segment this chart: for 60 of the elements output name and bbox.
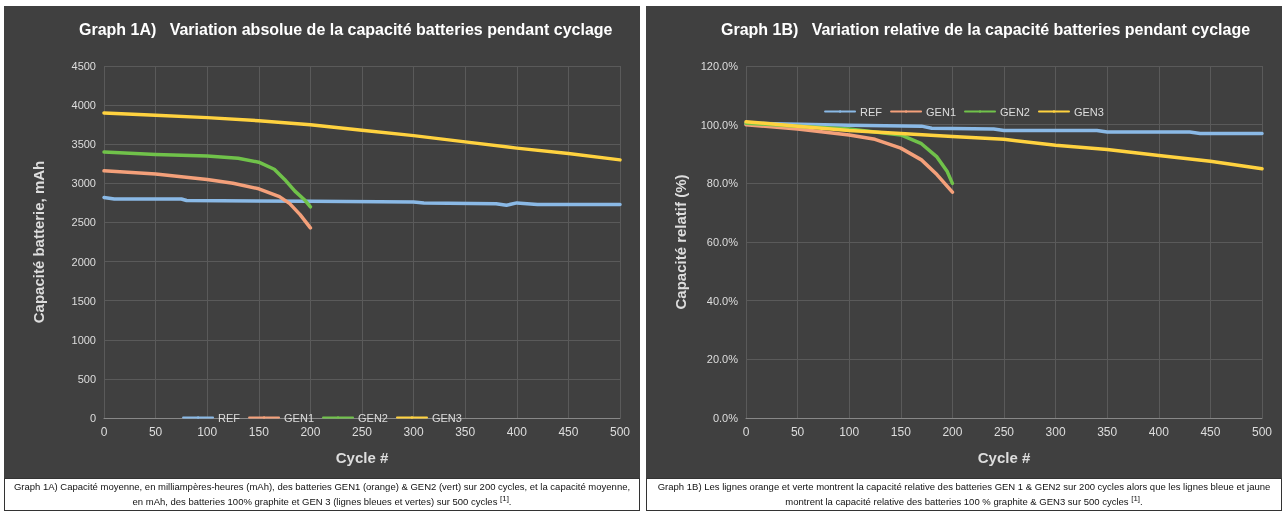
chart-title: Graph 1B) Variation relative de la capacité batteries pendant cyclage: [721, 20, 1251, 38]
x-tick-label: 300: [1045, 425, 1066, 439]
x-axis-title: Cycle #: [977, 449, 1031, 466]
legend-label: REF: [218, 411, 241, 424]
legend-label: GEN1: [284, 411, 315, 424]
legend-label: GEN2: [358, 411, 388, 424]
x-tick-label: 150: [248, 425, 270, 439]
x-tick-label: 350: [1097, 425, 1118, 439]
x-tick-label: 400: [1148, 425, 1170, 439]
legend-label: GEN3: [431, 411, 462, 424]
x-tick-label: 400: [506, 425, 528, 439]
line-series: [102, 150, 313, 209]
y-tick-label: 60.0%: [706, 236, 739, 248]
x-tick-label: 450: [1200, 425, 1221, 439]
y-tick-label: 3000: [71, 177, 96, 190]
y-axis-title: Capacité relatif (%): [672, 174, 689, 310]
x-tick-label: 150: [890, 425, 912, 439]
x-tick-label: 200: [942, 425, 963, 439]
y-tick-label: 1500: [71, 294, 96, 307]
y-tick-label: 1000: [71, 333, 96, 346]
line-series: [744, 119, 1264, 171]
legend-label: GEN3: [1073, 105, 1104, 118]
y-tick-label: 4500: [71, 60, 96, 72]
line-series: [102, 111, 622, 162]
x-tick-label: 250: [351, 425, 373, 439]
y-tick-label: 2000: [71, 255, 96, 268]
y-tick-label: 0.0%: [712, 412, 739, 424]
x-tick-label: 0: [100, 425, 108, 439]
chart-title: Graph 1A) Variation absolue de la capacité batteries pendant cyclage: [79, 20, 613, 38]
y-tick-label: 500: [77, 372, 96, 385]
x-tick-label: 0: [742, 425, 750, 439]
x-tick-label: 200: [300, 425, 321, 439]
legend-label: GEN2: [1000, 105, 1030, 118]
y-axis-title: Capacité batterie, mAh: [30, 160, 47, 324]
x-tick-label: 100: [197, 425, 218, 439]
line-series: [102, 195, 622, 207]
y-tick-label: 120.0%: [700, 60, 739, 72]
legend-label: GEN1: [926, 105, 957, 118]
x-tick-label: 250: [993, 425, 1015, 439]
y-tick-label: 3500: [71, 138, 96, 151]
x-tick-label: 500: [1251, 425, 1273, 439]
x-tick-label: 50: [148, 425, 163, 439]
legend-label: REF: [860, 105, 883, 118]
y-tick-label: 20.0%: [706, 353, 739, 366]
y-tick-label: 80.0%: [706, 177, 739, 190]
x-tick-label: 100: [839, 425, 860, 439]
x-tick-label: 300: [403, 425, 424, 439]
x-tick-label: 500: [609, 425, 631, 439]
y-tick-label: 100.0%: [700, 118, 739, 131]
caption: Graph 1A) Capacité moyenne, en milliampères-heures (mAh), des batteries GEN1 (orange) & GEN2 (vert) sur 200 cycles, et la capacité moyenne, en mAh, des batteries 100% graphite et GEN 3 (lignes bleues et vertes) sur 500 cycles $^{[1]}$.: [4, 478, 640, 512]
y-tick-label: 0: [89, 412, 96, 424]
x-tick-label: 350: [455, 425, 476, 439]
y-tick-label: 4000: [71, 99, 96, 112]
y-tick-label: 2500: [71, 216, 96, 229]
x-tick-label: 450: [558, 425, 579, 439]
y-tick-label: 40.0%: [706, 294, 739, 307]
x-axis-title: Cycle #: [335, 449, 389, 466]
caption: Graph 1B) Les lignes orange et verte montrent la capacité relative des batteries GEN 1 & GEN2 sur 200 cycles alors que les lignes bleue et jaune montrent la capacité relative des batteries 100 % graphite & GEN3 sur 500 cycles $^{[1]}$.: [646, 478, 1282, 512]
x-tick-label: 50: [790, 425, 805, 439]
line-series: [102, 169, 313, 230]
